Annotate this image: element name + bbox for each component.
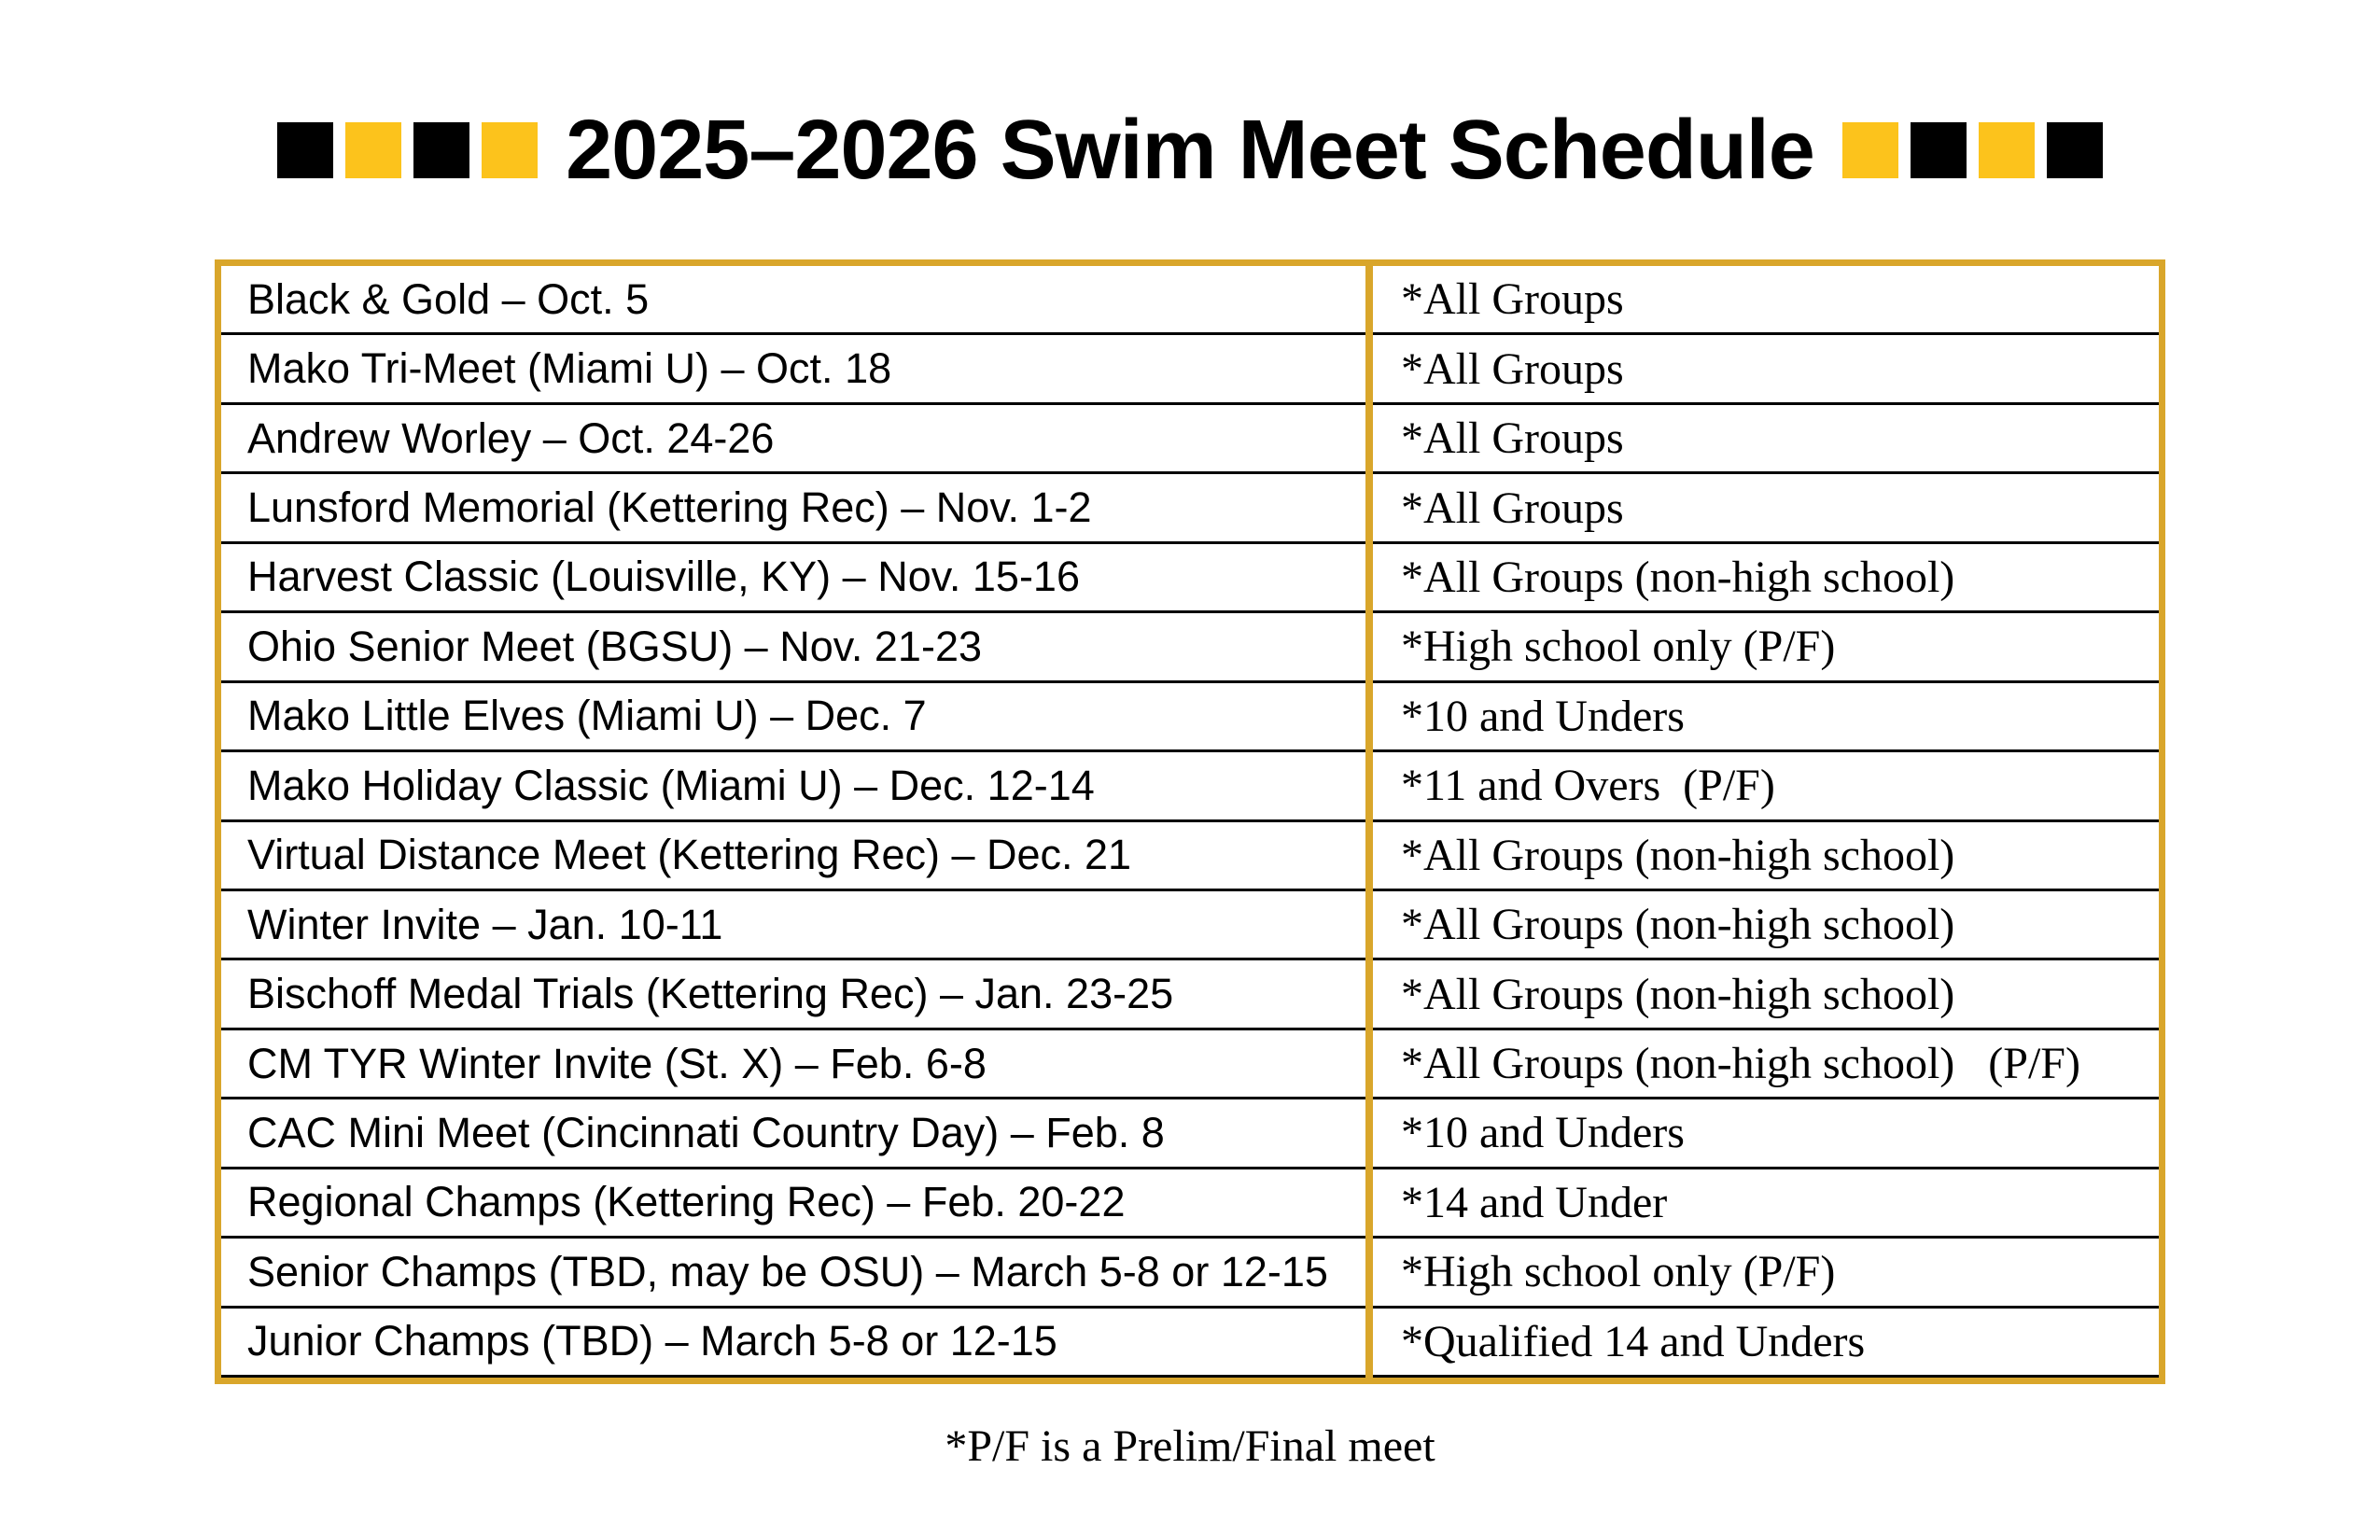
- table-row: Mako Tri-Meet (Miami U) – Oct. 18 *All G…: [221, 335, 2159, 405]
- column-divider: [1365, 266, 1373, 1378]
- table-row: Harvest Classic (Louisville, KY) – Nov. …: [221, 544, 2159, 614]
- groups-cell: *Qualified 14 and Unders: [1401, 1316, 1866, 1366]
- table-row: CM TYR Winter Invite (St. X) – Feb. 6-8 …: [221, 1030, 2159, 1100]
- meet-cell: CM TYR Winter Invite (St. X) – Feb. 6-8: [247, 1039, 987, 1087]
- meet-cell: Harvest Classic (Louisville, KY) – Nov. …: [247, 553, 1080, 601]
- table-row: Andrew Worley – Oct. 24-26 *All Groups: [221, 405, 2159, 475]
- meet-cell: Senior Champs (TBD, may be OSU) – March …: [247, 1247, 1328, 1295]
- groups-cell: *All Groups (non-high school): [1401, 900, 1955, 950]
- meet-cell: CAC Mini Meet (Cincinnati Country Day) –…: [247, 1108, 1165, 1156]
- deco-square-black: [1910, 121, 1967, 178]
- groups-cell: *All Groups (non-high school) (P/F): [1401, 1039, 2080, 1089]
- groups-cell: *All Groups: [1401, 413, 1624, 464]
- meet-cell: Mako Holiday Classic (Miami U) – Dec. 12…: [247, 761, 1095, 809]
- groups-cell: *All Groups (non-high school): [1401, 969, 1955, 1019]
- groups-cell: *All Groups (non-high school): [1401, 552, 1955, 602]
- footnote: *P/F is a Prelim/Final meet: [945, 1421, 1435, 1471]
- meet-cell: Regional Champs (Kettering Rec) – Feb. 2…: [247, 1178, 1126, 1226]
- table-row: Ohio Senior Meet (BGSU) – Nov. 21-23 *Hi…: [221, 613, 2159, 683]
- title-left-squares: [277, 121, 539, 178]
- deco-square-gold: [1841, 121, 1898, 178]
- meet-cell: Mako Little Elves (Miami U) – Dec. 7: [247, 692, 927, 740]
- table-row: Junior Champs (TBD) – March 5-8 or 12-15…: [221, 1309, 2159, 1378]
- groups-cell: *All Groups (non-high school): [1401, 830, 1955, 880]
- deco-square-gold: [1978, 121, 2035, 178]
- title-right-squares: [1841, 121, 2103, 178]
- meet-cell: Lunsford Memorial (Kettering Rec) – Nov.…: [247, 483, 1092, 532]
- deco-square-black: [277, 121, 334, 178]
- groups-cell: *High school only (P/F): [1401, 622, 1836, 672]
- table-row: Mako Little Elves (Miami U) – Dec. 7 *10…: [221, 683, 2159, 753]
- meet-cell: Ohio Senior Meet (BGSU) – Nov. 21-23: [247, 622, 982, 670]
- groups-cell: *All Groups: [1401, 274, 1624, 325]
- table-row: Senior Champs (TBD, may be OSU) – March …: [221, 1239, 2159, 1309]
- table-row: Mako Holiday Classic (Miami U) – Dec. 12…: [221, 752, 2159, 822]
- meet-cell: Virtual Distance Meet (Kettering Rec) – …: [247, 831, 1132, 879]
- deco-square-black: [413, 121, 470, 178]
- table-row: Bischoff Medal Trials (Kettering Rec) – …: [221, 960, 2159, 1030]
- table-row: CAC Mini Meet (Cincinnati Country Day) –…: [221, 1099, 2159, 1169]
- deco-square-black: [2046, 121, 2103, 178]
- meet-cell: Junior Champs (TBD) – March 5-8 or 12-15: [247, 1317, 1057, 1365]
- groups-cell: *10 and Unders: [1401, 691, 1685, 741]
- groups-cell: *14 and Under: [1401, 1177, 1668, 1227]
- groups-cell: *High school only (P/F): [1401, 1247, 1836, 1297]
- title-bar: 2025–2026 Swim Meet Schedule: [0, 54, 2380, 245]
- table-row: Black & Gold – Oct. 5 *All Groups: [221, 266, 2159, 336]
- table-row: Lunsford Memorial (Kettering Rec) – Nov.…: [221, 474, 2159, 544]
- groups-cell: *All Groups: [1401, 483, 1624, 533]
- groups-cell: *All Groups: [1401, 343, 1624, 394]
- table-row: Regional Champs (Kettering Rec) – Feb. 2…: [221, 1169, 2159, 1239]
- groups-cell: *11 and Overs (P/F): [1401, 761, 1775, 811]
- meet-cell: Black & Gold – Oct. 5: [247, 274, 650, 323]
- deco-square-gold: [482, 121, 539, 178]
- schedule-table: Black & Gold – Oct. 5 *All Groups Mako T…: [215, 259, 2165, 1384]
- meet-cell: Winter Invite – Jan. 10-11: [247, 900, 723, 948]
- meet-cell: Andrew Worley – Oct. 24-26: [247, 413, 775, 462]
- page-title: 2025–2026 Swim Meet Schedule: [566, 103, 1815, 197]
- table-row: Virtual Distance Meet (Kettering Rec) – …: [221, 822, 2159, 891]
- groups-cell: *10 and Unders: [1401, 1108, 1685, 1158]
- meet-cell: Bischoff Medal Trials (Kettering Rec) – …: [247, 970, 1174, 1018]
- table-row: Winter Invite – Jan. 10-11 *All Groups (…: [221, 891, 2159, 961]
- deco-square-gold: [345, 121, 402, 178]
- meet-cell: Mako Tri-Meet (Miami U) – Oct. 18: [247, 344, 892, 393]
